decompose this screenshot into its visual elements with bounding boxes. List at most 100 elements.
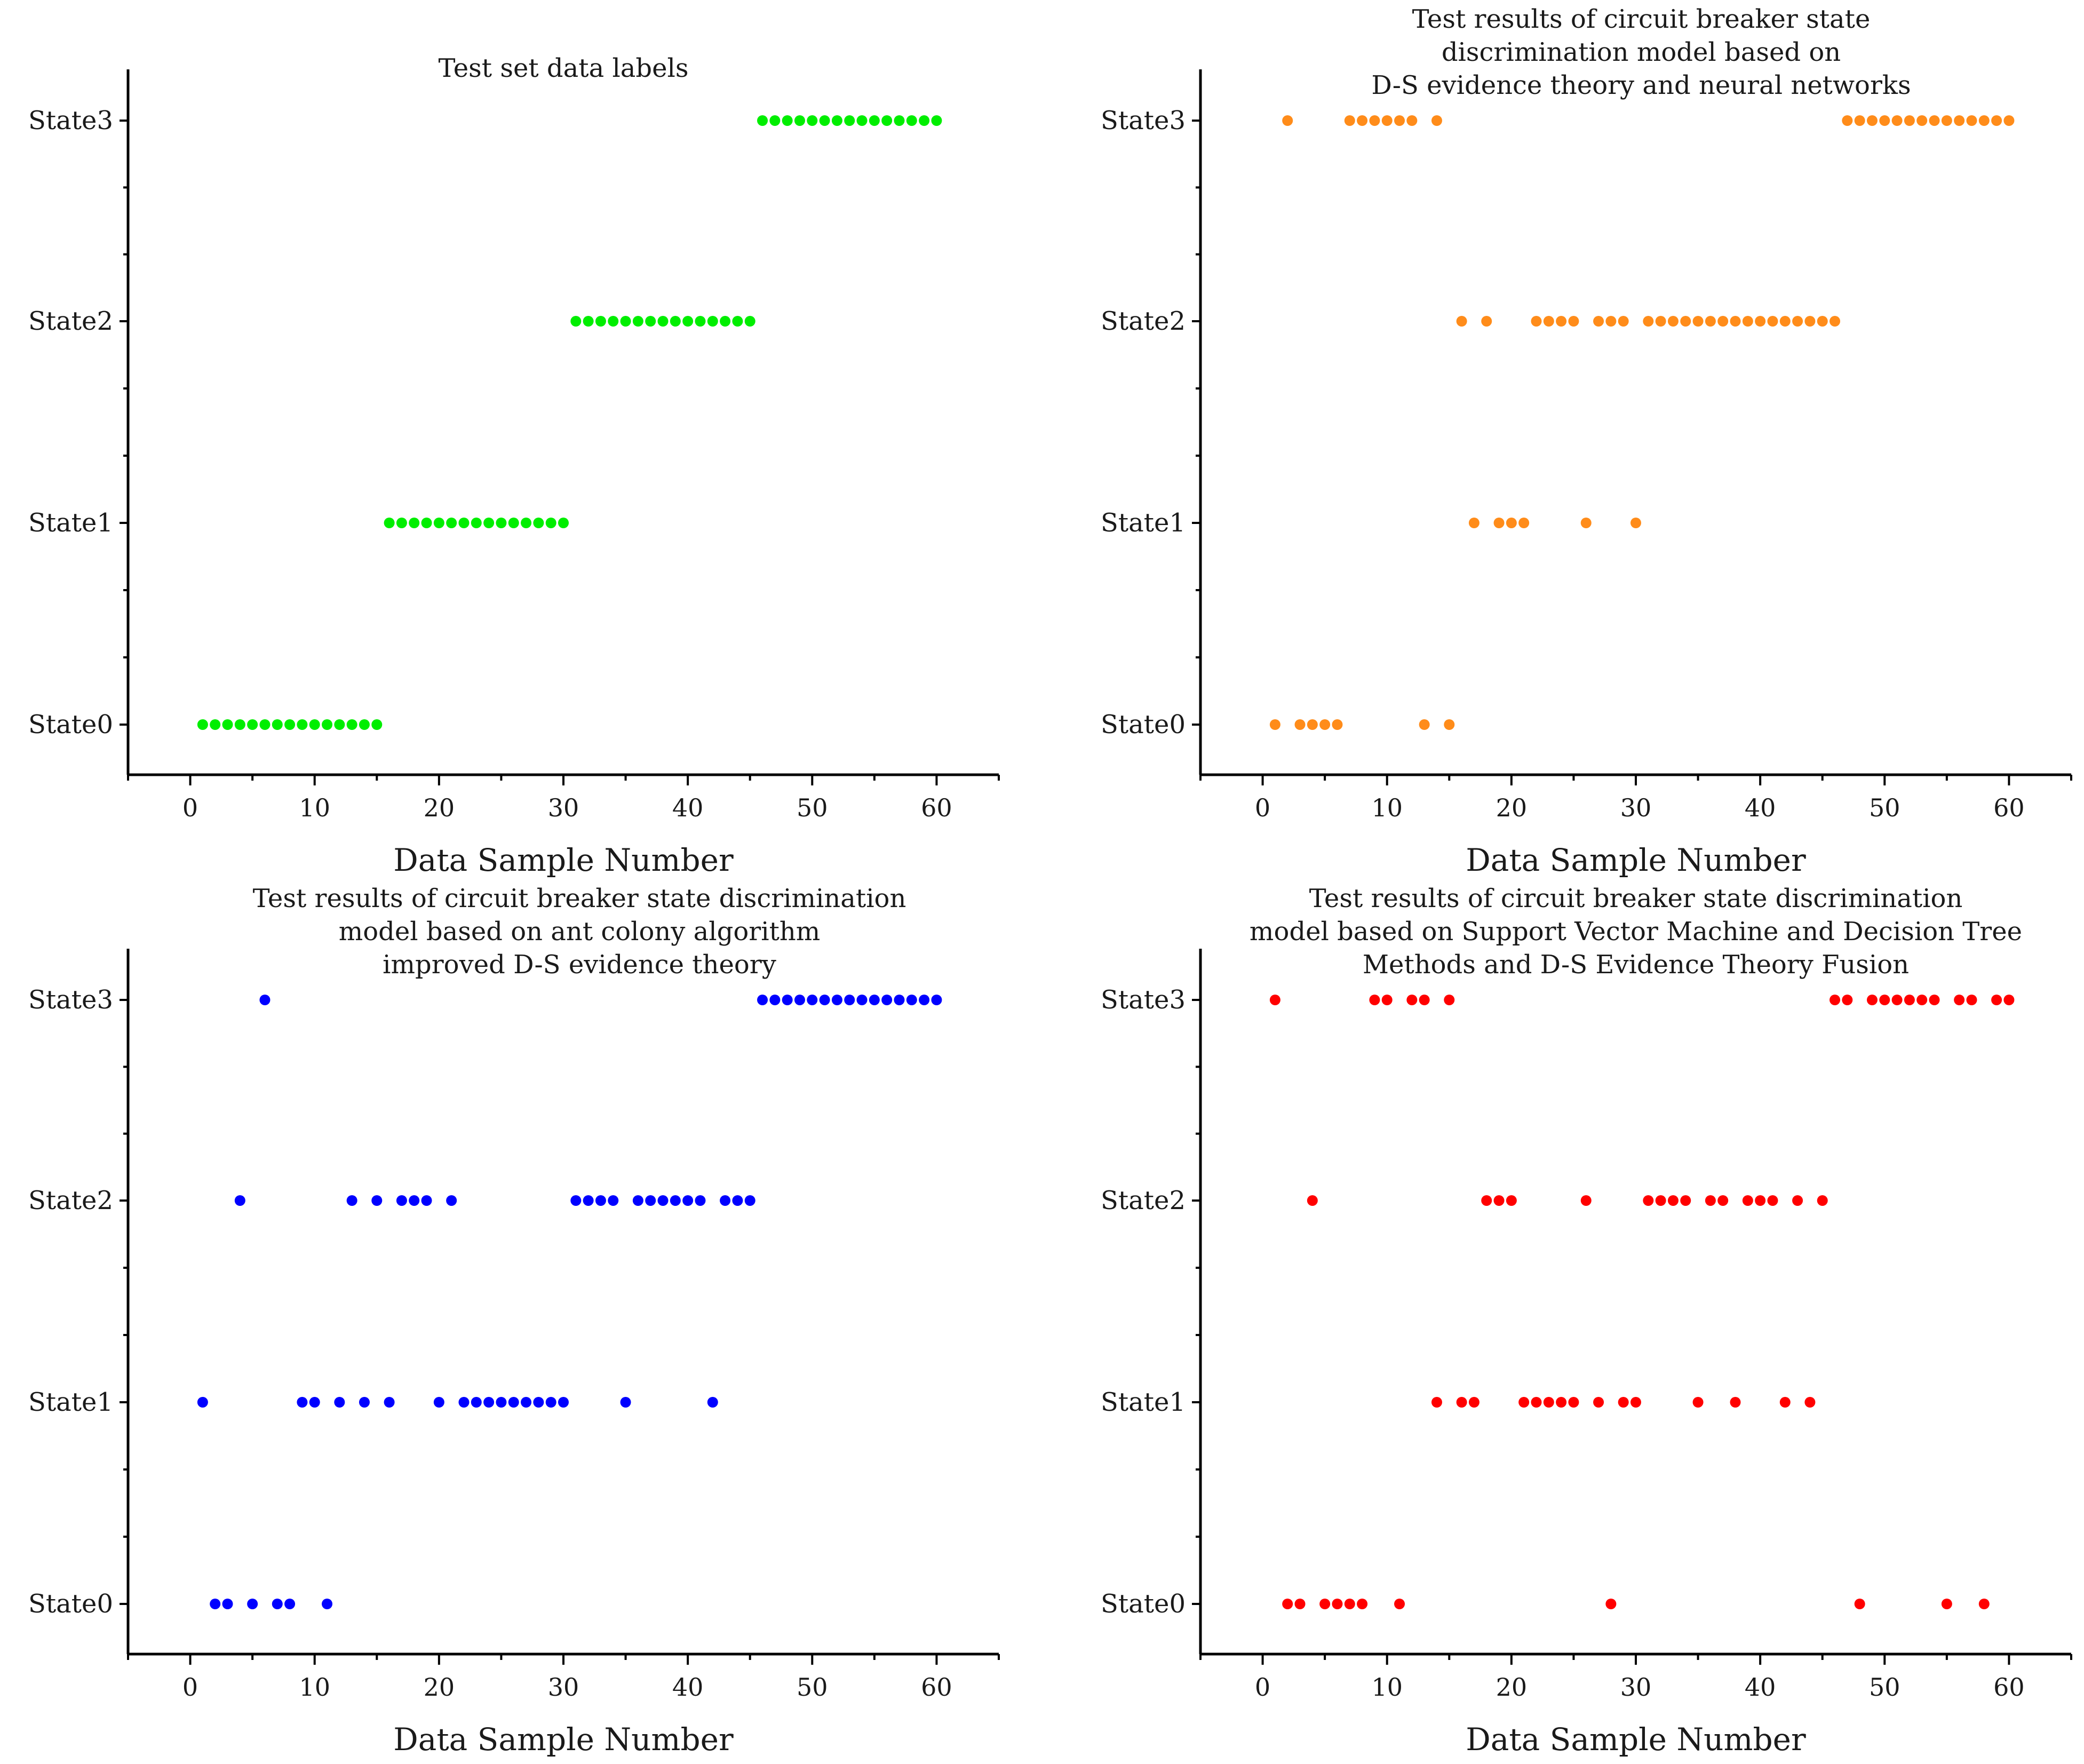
data-point: [844, 995, 855, 1005]
data-point: [707, 316, 718, 327]
data-point: [1655, 1195, 1666, 1206]
data-point: [1767, 316, 1778, 327]
data-point: [869, 995, 880, 1005]
data-point: [1493, 518, 1505, 528]
x-axis-title: Data Sample Number: [1466, 842, 1806, 878]
y-category-label: State2: [28, 306, 113, 336]
x-axis-title: Data Sample Number: [393, 842, 734, 878]
data-point: [1556, 316, 1567, 327]
y-category-label: State0: [28, 710, 113, 740]
data-point: [1742, 316, 1753, 327]
data-point: [371, 1195, 383, 1206]
data-point: [222, 719, 233, 730]
data-point: [782, 995, 793, 1005]
data-point: [1891, 995, 1903, 1005]
data-point: [1804, 316, 1816, 327]
chart-title-line: model based on Support Vector Machine an…: [1250, 917, 2022, 947]
x-tick-label: 60: [1993, 1673, 2025, 1702]
data-point: [297, 719, 308, 730]
data-point: [1730, 316, 1741, 327]
data-point: [284, 1599, 296, 1609]
data-point: [1866, 995, 1878, 1005]
data-point: [1929, 115, 1940, 126]
data-point: [396, 1195, 407, 1206]
x-tick-label: 50: [1869, 793, 1900, 822]
data-point: [645, 316, 656, 327]
data-point: [222, 1599, 233, 1609]
data-point: [458, 1397, 470, 1408]
data-point: [234, 719, 245, 730]
data-point: [433, 1397, 444, 1408]
x-tick-label: 20: [424, 1673, 455, 1702]
data-point: [1518, 1397, 1530, 1408]
data-point: [384, 1397, 395, 1408]
data-point: [384, 518, 395, 528]
data-point: [1941, 115, 1952, 126]
data-point: [1369, 995, 1380, 1005]
data-point: [1357, 115, 1368, 126]
y-category-label: State1: [1101, 508, 1186, 538]
data-point: [1506, 518, 1517, 528]
x-tick-label: 10: [1371, 793, 1403, 822]
data-point: [757, 995, 768, 1005]
data-point: [1692, 316, 1704, 327]
data-point: [1556, 1397, 1567, 1408]
data-point: [1804, 1397, 1816, 1408]
data-point: [1779, 1397, 1791, 1408]
x-tick-label: 60: [921, 1673, 952, 1702]
data-point: [1282, 1599, 1293, 1609]
chart-title-line: Test results of circuit breaker state di…: [253, 884, 906, 913]
data-point: [1830, 316, 1841, 327]
data-point: [1431, 115, 1442, 126]
data-point: [670, 316, 681, 327]
x-tick-label: 0: [182, 793, 198, 822]
data-point: [695, 1195, 706, 1206]
data-point: [1667, 316, 1679, 327]
data-point: [782, 115, 793, 126]
data-point: [869, 115, 880, 126]
data-point: [483, 518, 495, 528]
data-point: [533, 1397, 544, 1408]
x-tick-label: 10: [299, 1673, 330, 1702]
data-point: [1854, 1599, 1865, 1609]
data-point: [2003, 995, 2015, 1005]
x-tick-label: 40: [672, 1673, 704, 1702]
data-point: [1294, 719, 1306, 730]
data-point: [670, 1195, 681, 1206]
data-point: [583, 1195, 594, 1206]
data-point: [720, 316, 731, 327]
data-point: [831, 115, 842, 126]
data-point: [1680, 1195, 1691, 1206]
data-point: [794, 115, 805, 126]
x-tick-label: 30: [548, 1673, 579, 1702]
data-point: [856, 995, 868, 1005]
data-point: [844, 115, 855, 126]
data-point: [1394, 115, 1405, 126]
data-point: [1406, 995, 1418, 1005]
x-tick-label: 50: [1869, 1673, 1900, 1702]
x-tick-label: 20: [424, 793, 455, 822]
data-point: [1344, 115, 1355, 126]
data-point: [620, 316, 631, 327]
data-point: [458, 518, 470, 528]
data-point: [359, 1397, 370, 1408]
data-point: [371, 719, 383, 730]
data-point: [421, 518, 432, 528]
data-point: [359, 719, 370, 730]
data-point: [1954, 995, 1965, 1005]
data-point: [1879, 995, 1890, 1005]
data-point: [1282, 115, 1293, 126]
x-tick-label: 40: [1745, 793, 1776, 822]
data-point: [409, 518, 420, 528]
data-point: [1518, 518, 1530, 528]
data-point: [210, 1599, 221, 1609]
data-point: [346, 719, 357, 730]
data-point: [508, 1397, 519, 1408]
data-point: [1593, 1397, 1604, 1408]
data-point: [1817, 316, 1828, 327]
data-point: [1419, 995, 1430, 1005]
data-point: [595, 316, 606, 327]
data-point: [1568, 1397, 1579, 1408]
x-tick-label: 10: [1371, 1673, 1403, 1702]
